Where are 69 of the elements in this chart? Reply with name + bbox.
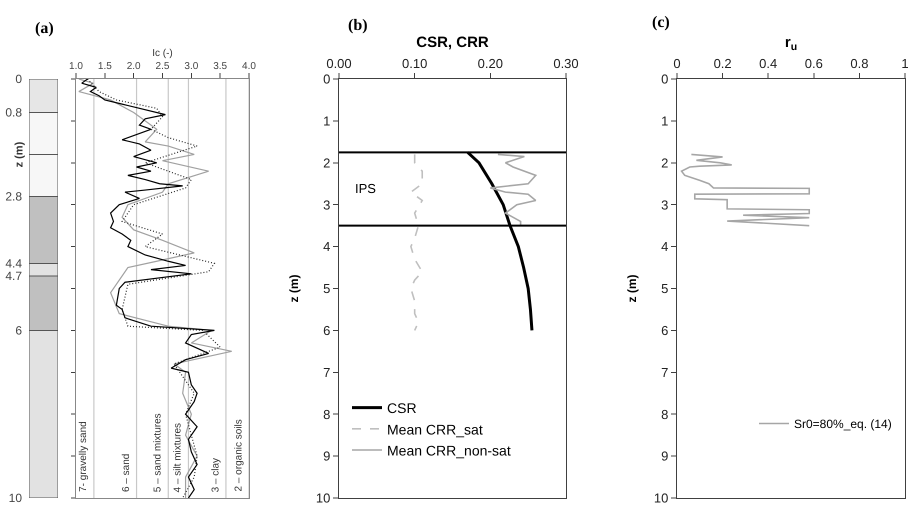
- y-tick-label: 7: [323, 364, 330, 380]
- y-tick-label: 10: [654, 490, 668, 506]
- x-axis-title: Ic (-): [152, 48, 173, 59]
- y-tick-label: 0: [323, 72, 330, 87]
- legend-label: CSR: [387, 400, 417, 416]
- x-tick-label: 1: [901, 56, 909, 71]
- y-tick-label: 6: [15, 324, 22, 338]
- line-series: [410, 154, 424, 332]
- y-axis-title: z (m): [14, 141, 26, 168]
- y-tick-label: 6: [661, 322, 668, 338]
- x-tick-label: 0.4: [759, 56, 778, 71]
- y-tick-label: 8: [323, 406, 330, 422]
- y-tick-label: 0: [15, 72, 22, 86]
- x-tick-label: 0.20: [478, 56, 503, 71]
- y-tick-label: 10: [316, 490, 330, 506]
- x-tick-label: 2.0: [126, 61, 142, 72]
- x-tick-label: 1.0: [69, 61, 84, 72]
- y-tick-label: 1: [661, 113, 668, 128]
- y-tick-label: 3: [661, 197, 668, 212]
- ref-line-label: 7- gravelly sand: [78, 421, 89, 492]
- y-tick-label: 0.8: [5, 106, 22, 120]
- y-tick-label: 0: [661, 72, 668, 87]
- x-axis-title: CSR, CRR: [416, 34, 489, 52]
- x-tick-label: 0.10: [402, 56, 428, 71]
- ref-line-label: 4 – silt mixtures: [172, 422, 184, 492]
- legend-label: Sr0=80%_eq. (14): [794, 417, 892, 432]
- y-tick-label: 1: [323, 113, 330, 128]
- annotation: IPS: [355, 181, 376, 196]
- x-tick-label: 2.5: [156, 61, 170, 72]
- y-tick-label: 4.4: [5, 256, 22, 271]
- ref-line-label: 3 – clay: [210, 458, 222, 492]
- y-tick-label: 4: [661, 239, 668, 254]
- y-tick-label: 4: [323, 239, 330, 254]
- y-tick-label: 9: [661, 448, 668, 464]
- y-tick-label: 10: [8, 491, 22, 506]
- y-tick-label: 7: [661, 364, 668, 380]
- y-tick-label: 2: [323, 155, 330, 170]
- y-tick-label: 9: [323, 448, 330, 464]
- x-tick-label: 3.5: [213, 61, 228, 72]
- y-tick-label: 4.7: [5, 269, 22, 284]
- y-axis-title: z (m): [287, 274, 302, 302]
- y-tick-label: 2: [661, 155, 668, 170]
- x-tick-label: 3.0: [184, 61, 199, 72]
- legend-label: Mean CRR_non-sat: [387, 442, 511, 458]
- x-tick-label: 0.8: [850, 56, 868, 71]
- x-tick-label: 0.6: [804, 56, 823, 71]
- line-series: [490, 154, 537, 226]
- x-axis-title: r$_{u}$: [784, 34, 798, 54]
- ref-line-label: 2 – organic soils: [234, 419, 244, 492]
- x-tick-label: 0.2: [714, 56, 732, 71]
- chart-title: (a): [35, 20, 54, 37]
- x-tick-label: 4.0: [242, 61, 256, 72]
- ref-line-label: 6 – sand: [121, 454, 132, 492]
- y-tick-label: 6: [323, 322, 330, 338]
- x-tick-label: 0: [673, 56, 681, 71]
- y-tick-label: 3: [323, 197, 330, 212]
- y-tick-label: 5: [661, 281, 668, 296]
- x-tick-label: 1.5: [98, 61, 112, 72]
- y-tick-label: 8: [661, 406, 668, 422]
- x-tick-label: 0.00: [326, 56, 352, 71]
- ref-line-label: 5 – sand mixtures: [152, 413, 164, 492]
- chart-title: (b): [348, 17, 368, 34]
- y-axis-title: z (m): [625, 274, 640, 302]
- line-series: [680, 154, 810, 226]
- y-tick-label: 2.8: [5, 190, 22, 204]
- legend-label: Mean CRR_sat: [387, 421, 483, 438]
- x-tick-label: 0.30: [553, 56, 579, 71]
- chart-title: (c): [652, 14, 670, 31]
- y-tick-label: 5: [323, 281, 330, 296]
